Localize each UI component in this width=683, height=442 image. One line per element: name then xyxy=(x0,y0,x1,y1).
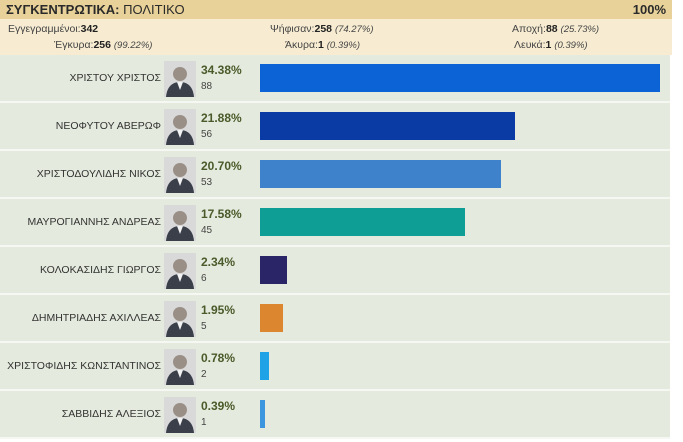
candidate-photo xyxy=(164,205,196,241)
abstention-label: Αποχή: xyxy=(512,23,546,35)
valid-stat: Έγκυρα:256 (99.22%) xyxy=(54,39,152,51)
candidate-name: ΚΟΛΟΚΑΣΙΔΗΣ ΓΙΩΡΓΟΣ xyxy=(39,263,161,276)
candidate-photo xyxy=(164,301,196,337)
candidate-name: ΝΕΟΦΥΤΟΥ ΑΒΕΡΩΦ xyxy=(55,119,161,132)
vote-count: 53 xyxy=(201,177,213,188)
title-rest: ΠΟΛΙΤΙΚΟ xyxy=(123,2,185,17)
percent-label: 20.70% xyxy=(201,159,242,173)
vote-count: 5 xyxy=(201,321,207,332)
blank-value: 1 xyxy=(545,39,552,51)
result-bar xyxy=(260,112,515,140)
vote-count: 2 xyxy=(201,369,207,380)
candidate-photo xyxy=(164,349,196,385)
summary-header: ΣΥΓΚΕΝΤΡΩΤΙΚΑ: ΠΟΛΙΤΙΚΟ 100% xyxy=(0,0,672,19)
abstention-value: 88 xyxy=(545,23,558,35)
valid-pct: (99.22%) xyxy=(113,40,153,51)
candidate-name: ΜΑΥΡΟΓΙΑΝΝΗΣ ΑΝΔΡΕΑΣ xyxy=(27,215,161,228)
page-title: ΣΥΓΚΕΝΤΡΩΤΙΚΑ: ΠΟΛΙΤΙΚΟ xyxy=(6,0,185,19)
result-bar xyxy=(260,352,269,380)
candidate-photo xyxy=(164,253,196,289)
registered-stat: Εγγεγραμμένοι:342 xyxy=(8,23,98,35)
candidate-photo xyxy=(164,157,196,193)
candidate-row: ΧΡΙΣΤΟΔΟΥΛΙΔΗΣ ΝΙΚΟΣ 20.70% 53 xyxy=(0,151,670,199)
candidate-row: ΔΗΜΗΤΡΙΑΔΗΣ ΑΧΙΛΛΕΑΣ 1.95% 5 xyxy=(0,295,670,343)
result-bar xyxy=(260,208,465,236)
abstention-pct: (25.73%) xyxy=(560,24,600,35)
candidate-photo xyxy=(164,109,196,145)
candidate-row: ΜΑΥΡΟΓΙΑΝΝΗΣ ΑΝΔΡΕΑΣ 17.58% 45 xyxy=(0,199,670,247)
valid-value: 256 xyxy=(93,39,111,51)
stats-panel: Εγγεγραμμένοι:342 Ψήφισαν:258 (74.27%) Α… xyxy=(0,19,672,55)
vote-count: 88 xyxy=(201,81,213,92)
blank-pct: (0.39%) xyxy=(554,40,588,51)
candidate-name: ΣΑΒΒΙΔΗΣ ΑΛΕΞΙΟΣ xyxy=(61,407,161,420)
invalid-value: 1 xyxy=(317,39,324,51)
result-bar xyxy=(260,64,660,92)
candidate-row: ΧΡΙΣΤΟΥ ΧΡΙΣΤΟΣ 34.38% 88 xyxy=(0,55,670,103)
voted-pct: (74.27%) xyxy=(334,24,374,35)
invalid-pct: (0.39%) xyxy=(326,40,360,51)
blank-label: Λευκά: xyxy=(514,39,546,51)
registered-value: 342 xyxy=(80,23,99,35)
result-bar xyxy=(260,160,501,188)
candidate-photo xyxy=(164,61,196,97)
percent-label: 0.78% xyxy=(201,351,236,365)
candidate-name: ΧΡΙΣΤΟΔΟΥΛΙΔΗΣ ΝΙΚΟΣ xyxy=(36,167,161,180)
candidate-row: ΚΟΛΟΚΑΣΙΔΗΣ ΓΙΩΡΓΟΣ 2.34% 6 xyxy=(0,247,670,295)
percent-label: 17.58% xyxy=(201,207,242,221)
registered-label: Εγγεγραμμένοι: xyxy=(8,23,81,35)
percent-label: 2.34% xyxy=(201,255,236,269)
percent-label: 34.38% xyxy=(201,63,242,77)
candidate-name: ΧΡΙΣΤΟΦΙΔΗΣ ΚΩΝΣΤΑΝΤΙΝΟΣ xyxy=(7,359,161,372)
candidate-row: ΧΡΙΣΤΟΦΙΔΗΣ ΚΩΝΣΤΑΝΤΙΝΟΣ 0.78% 2 xyxy=(0,343,670,391)
vote-count: 6 xyxy=(201,273,207,284)
blank-stat: Λευκά:1 (0.39%) xyxy=(514,39,588,51)
vote-count: 56 xyxy=(201,129,213,140)
invalid-stat: Άκυρα:1 (0.39%) xyxy=(285,39,360,51)
invalid-label: Άκυρα: xyxy=(285,39,318,51)
result-bar xyxy=(260,256,287,284)
candidate-row: ΣΑΒΒΙΔΗΣ ΑΛΕΞΙΟΣ 0.39% 1 xyxy=(0,391,670,439)
title-bold: ΣΥΓΚΕΝΤΡΩΤΙΚΑ: xyxy=(6,2,120,17)
candidate-row: ΝΕΟΦΥΤΟΥ ΑΒΕΡΩΦ 21.88% 56 xyxy=(0,103,670,151)
abstention-stat: Αποχή:88 (25.73%) xyxy=(512,23,599,35)
result-bar xyxy=(260,400,265,428)
vote-count: 1 xyxy=(201,417,207,428)
valid-label: Έγκυρα: xyxy=(54,39,94,51)
percent-label: 1.95% xyxy=(201,303,236,317)
percent-label: 0.39% xyxy=(201,399,236,413)
voted-stat: Ψήφισαν:258 (74.27%) xyxy=(270,23,374,35)
percent-label: 21.88% xyxy=(201,111,242,125)
result-bar xyxy=(260,304,283,332)
voted-label: Ψήφισαν: xyxy=(270,23,315,35)
vote-count: 45 xyxy=(201,225,213,236)
counted-percent: 100% xyxy=(632,2,666,17)
candidate-name: ΔΗΜΗΤΡΙΑΔΗΣ ΑΧΙΛΛΕΑΣ xyxy=(31,311,161,324)
voted-value: 258 xyxy=(314,23,333,35)
candidate-name: ΧΡΙΣΤΟΥ ΧΡΙΣΤΟΣ xyxy=(69,71,162,84)
candidate-photo xyxy=(164,397,196,433)
